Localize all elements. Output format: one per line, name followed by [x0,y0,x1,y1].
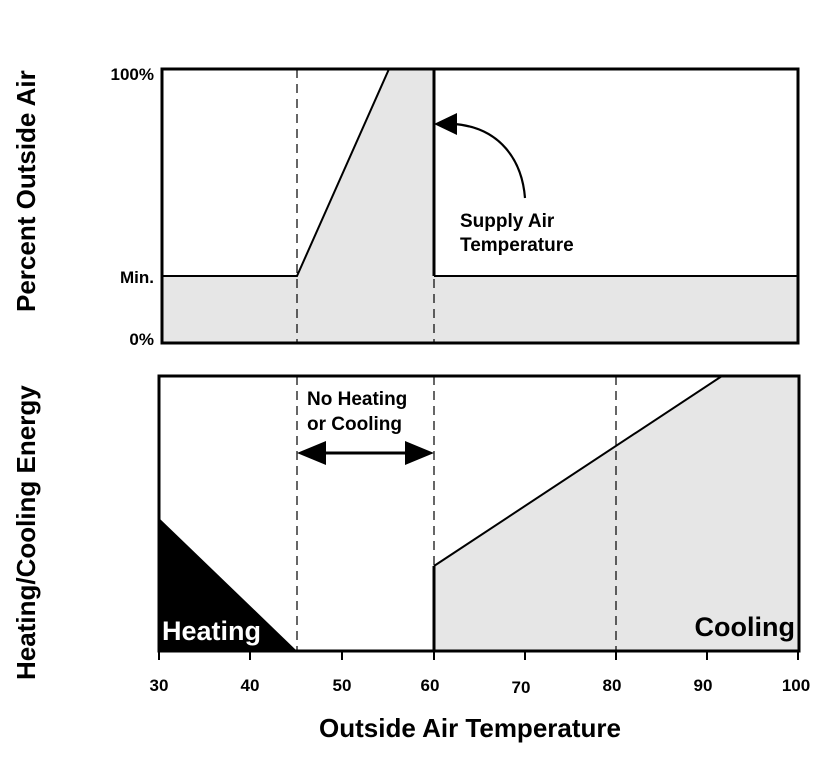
x-axis-title: Outside Air Temperature [319,713,621,743]
no-heating-arrowhead-left [297,441,326,465]
x-ticks [158,651,799,660]
oa-fill-area [162,69,798,343]
cooling-label: Cooling [695,612,795,642]
bottom-plot-frame [157,374,801,653]
supply-air-arrowhead [434,113,457,135]
heating-fill-area [159,518,297,651]
y-tick-0: 0% [129,330,154,349]
bottom-panel: 30 40 50 60 70 80 90 100 No Heating or C… [150,374,810,697]
x-tick-60: 60 [421,676,440,695]
no-heating-label-line1: No Heating [307,389,407,410]
supply-air-label-line2: Temperature [460,235,574,256]
y-axis-title-top: Percent Outside Air [11,70,41,312]
x-tick-30: 30 [150,676,169,695]
x-tick-70: 70 [512,678,531,697]
x-tick-100: 100 [782,676,810,695]
y-tick-min: Min. [120,268,154,287]
x-tick-50: 50 [333,676,352,695]
oa-series-line [162,68,390,277]
top-panel: 100% Min. 0% Supply Air Temperature [111,65,800,349]
no-heating-label-line2: or Cooling [307,414,402,435]
supply-air-arrow-curve [454,122,527,199]
x-tick-90: 90 [694,676,713,695]
top-plot-frame [160,67,800,345]
y-axis-title-bottom: Heating/Cooling Energy [11,385,41,680]
y-tick-100: 100% [111,65,154,84]
cooling-slope-line [433,375,723,567]
no-heating-arrowhead-right [405,441,434,465]
heating-label: Heating [162,616,261,646]
x-tick-40: 40 [241,676,260,695]
x-tick-80: 80 [603,676,622,695]
supply-air-label-line1: Supply Air [460,211,555,232]
